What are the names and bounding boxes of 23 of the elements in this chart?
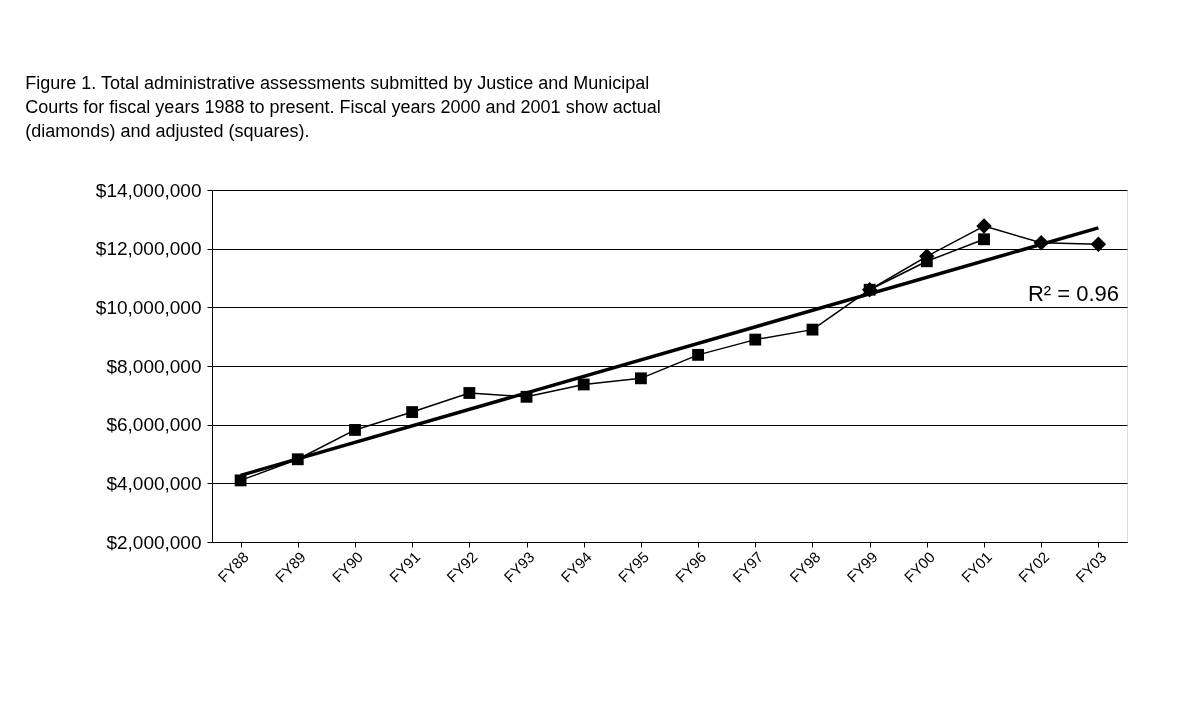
- y-tick-label: $4,000,000: [106, 472, 202, 494]
- point: [349, 424, 361, 436]
- point: [692, 348, 705, 361]
- point: [577, 378, 590, 391]
- y-tick-label: $6,000,000: [106, 414, 202, 436]
- y-tick-label: $10,000,000: [95, 296, 202, 318]
- y-tick-label: $2,000,000: [106, 531, 202, 553]
- point: [749, 333, 762, 346]
- point: [234, 474, 247, 487]
- text: Figure 1. Total administrative assessments submitted by Justice and Municipal: [25, 73, 650, 93]
- text: (diamonds) and adjusted (squares).: [25, 121, 310, 141]
- point: [806, 323, 819, 336]
- point: [406, 406, 419, 418]
- annotation: R² = 0.96: [1027, 281, 1119, 307]
- point: [463, 387, 476, 399]
- y-tick-label: $8,000,000: [106, 355, 202, 377]
- y-tick-label: $12,000,000: [95, 238, 202, 260]
- point: [1090, 236, 1107, 253]
- point: [978, 233, 990, 246]
- point: [634, 372, 647, 385]
- y-tick-label: $14,000,000: [95, 179, 202, 201]
- text: Courts for fiscal years 1988 to present. Fiscal years 2000 and 2001 show actual: [25, 97, 661, 117]
- point: [976, 218, 992, 234]
